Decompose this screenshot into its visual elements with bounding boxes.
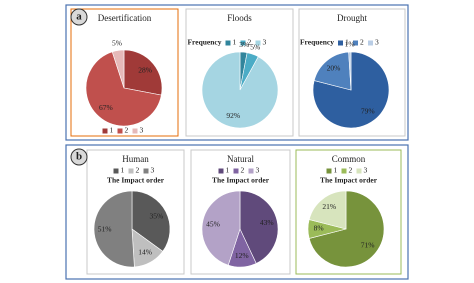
slice-label: 5% (112, 38, 122, 47)
legend-label: 2 (136, 166, 140, 175)
legend-title: Frequency (300, 38, 334, 47)
pie-slice (131, 190, 171, 252)
pie-slice (313, 51, 352, 91)
chart-title: Floods (227, 13, 252, 23)
legend-label: 2 (125, 126, 129, 135)
slice-label: 20% (327, 64, 341, 73)
slice-label: 67% (99, 103, 113, 112)
legend-swatch (225, 40, 231, 46)
legend-label: 3 (140, 126, 144, 135)
legend-label: 2 (248, 38, 252, 47)
legend-swatch (248, 168, 254, 174)
pie-slice (93, 190, 135, 268)
slice-label: 1% (345, 40, 355, 49)
pie-slice (85, 51, 162, 127)
legend-swatch (233, 168, 239, 174)
chart-title: Human (122, 154, 149, 164)
chart-title: Drought (337, 13, 367, 23)
legend-label: 1 (110, 126, 114, 135)
legend-swatch (132, 128, 138, 134)
panel-label-badge (70, 148, 88, 166)
panel-a-frame (65, 4, 409, 141)
panel-label: a (76, 11, 82, 23)
legend-label: 1 (233, 38, 237, 47)
legend-label: 1 (121, 166, 125, 175)
slice-label: 21% (322, 202, 336, 211)
slice-label: 79% (361, 106, 375, 115)
legend-subtitle: The Impact order (107, 176, 165, 185)
chart-title: Desertification (98, 13, 152, 23)
legend-swatch (143, 168, 149, 174)
pie-slice (308, 190, 347, 230)
legend-swatch (341, 168, 347, 174)
panel-label-badge (70, 8, 88, 26)
legend-label: 1 (226, 166, 230, 175)
legend-label: 1 (345, 38, 349, 47)
slice-label: 51% (98, 225, 112, 234)
pie-slice (201, 51, 279, 129)
legend-swatch (113, 168, 119, 174)
legend-swatch (117, 128, 123, 134)
pie-slice (123, 49, 163, 96)
slice-label: 92% (226, 111, 240, 120)
legend-label: 1 (334, 166, 338, 175)
pie-slice (348, 51, 352, 91)
legend-label: 2 (360, 38, 364, 47)
panel-b-frame (65, 144, 409, 280)
legend-subtitle: The Impact order (212, 176, 270, 185)
pie-slice (239, 190, 279, 264)
panel-label: b (76, 151, 82, 163)
legend-label: 3 (263, 38, 267, 47)
legend-label: 3 (364, 166, 368, 175)
slice-label: 3% (239, 40, 249, 49)
legend-swatch (326, 168, 332, 174)
legend-label: 3 (151, 166, 155, 175)
legend-subtitle: The Impact order (320, 176, 378, 185)
legend-swatch (353, 40, 358, 46)
legend-label: 3 (256, 166, 260, 175)
slice-label: 35% (150, 211, 164, 220)
slice-label: 5% (250, 42, 260, 51)
legend-swatch (218, 168, 224, 174)
legend-title: Frequency (187, 38, 221, 47)
pie-slice (312, 51, 390, 129)
slice-label: 12% (235, 251, 249, 260)
legend-swatch (356, 168, 362, 174)
legend-swatch (255, 40, 261, 46)
pie-slice (111, 49, 125, 89)
slice-label: 43% (260, 218, 274, 227)
legend-label: 2 (349, 166, 353, 175)
slice-label: 8% (314, 224, 324, 233)
chart-title: Common (332, 154, 366, 164)
legend-label: 3 (375, 38, 379, 47)
legend-swatch (368, 40, 373, 46)
slice-label: 14% (138, 248, 152, 257)
legend-swatch (102, 128, 108, 134)
slice-label: 71% (361, 240, 375, 249)
legend-label: 2 (241, 166, 245, 175)
slice-label: 45% (206, 219, 220, 228)
legend-swatch (338, 40, 343, 46)
slice-label: 28% (138, 65, 152, 74)
pie-slice (308, 190, 385, 268)
pie-slice (201, 190, 241, 266)
legend-swatch (128, 168, 134, 174)
chart-title: Natural (227, 154, 254, 164)
legend-swatch (240, 40, 246, 46)
